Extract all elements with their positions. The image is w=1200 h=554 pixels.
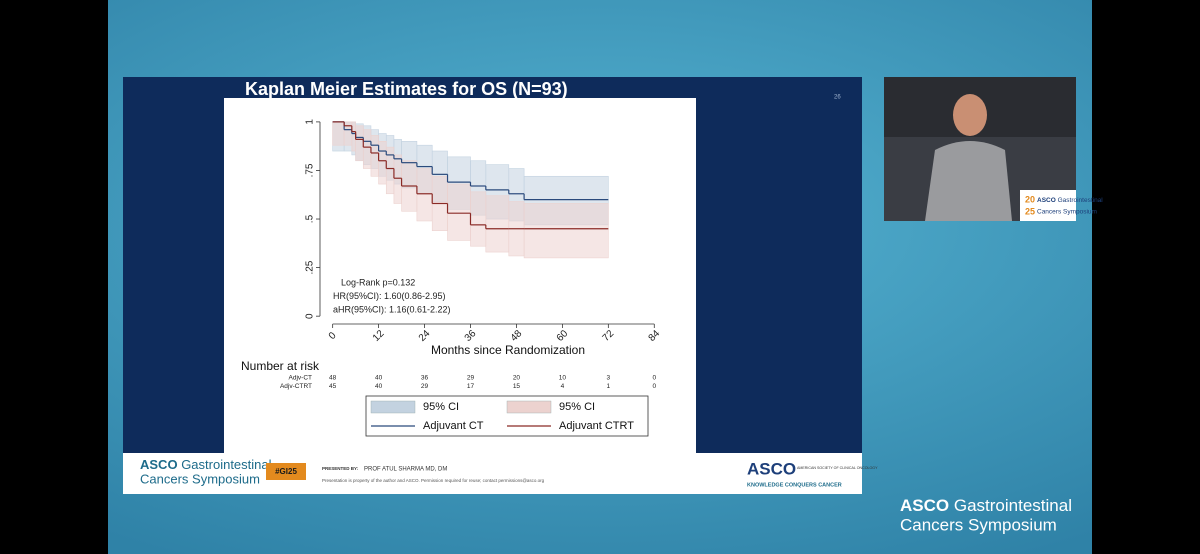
ci-band — [370, 135, 379, 177]
ci-band — [385, 146, 395, 195]
risk-row-label: Adjv-CT — [289, 375, 313, 382]
ci-band — [393, 154, 402, 204]
hashtag-box — [266, 463, 306, 480]
ci-band — [523, 203, 609, 259]
risk-count: 10 — [559, 375, 567, 382]
podium-year-top: 20 — [1025, 194, 1035, 204]
risk-count: 29 — [421, 383, 429, 390]
risk-count: 4 — [561, 383, 565, 390]
ci-band — [416, 168, 433, 222]
podium — [1020, 190, 1076, 221]
risk-count: 0 — [652, 383, 656, 390]
ci-band — [332, 121, 345, 146]
risk-count: 20 — [513, 375, 521, 382]
asco-society: AMERICAN SOCIETY OF CLINICAL ONCOLOGY — [797, 466, 878, 470]
risk-count: 3 — [607, 375, 611, 382]
slide-title: Kaplan Meier Estimates for OS (N=93) — [245, 79, 568, 99]
risk-count: 0 — [652, 375, 656, 382]
ci-band — [378, 141, 387, 185]
x-axis-title: Months since Randomization — [431, 343, 585, 357]
legend-label: Adjuvant CT — [423, 420, 484, 432]
watermark: ASCO Gastrointestinal — [900, 496, 1072, 515]
ci-band — [447, 183, 471, 241]
legend-label: 95% CI — [423, 401, 459, 413]
risk-count: 1 — [607, 383, 611, 390]
ci-band — [470, 191, 487, 247]
speaker-video: 20 25 ASCO Gastrointestinal Cancers Symp… — [884, 77, 1103, 221]
podium-brand: ASCO Gastrointestinal — [1037, 197, 1103, 204]
tagline: KNOWLEDGE CONQUERS CANCER — [747, 482, 842, 488]
speaker-head — [953, 94, 987, 136]
presenter: PROF ATUL SHARMA MD, DM — [364, 467, 447, 473]
risk-count: 29 — [467, 375, 475, 382]
y-tick-label: .75 — [305, 163, 316, 177]
ci-band — [362, 129, 372, 169]
annotation: aHR(95%CI): 1.16(0.61-2.22) — [333, 304, 451, 314]
y-tick-label: .25 — [305, 260, 316, 274]
podium-year-bottom: 25 — [1025, 206, 1035, 216]
legend-label: Adjuvant CTRT — [559, 420, 634, 432]
risk-count: 17 — [467, 383, 475, 390]
risk-count: 15 — [513, 383, 521, 390]
speaker-body — [925, 141, 1012, 221]
y-tick-label: .5 — [305, 214, 316, 223]
annotation: Log-Rank p=0.132 — [341, 277, 415, 287]
annotation: HR(95%CI): 1.60(0.86-2.95) — [333, 291, 446, 301]
notice: Presentation is property of the author a… — [322, 478, 545, 483]
legend-label: 95% CI — [559, 401, 595, 413]
footer-brand: ASCO Gastrointestinal — [140, 457, 272, 472]
risk-row-label: Adjv-CTRT — [280, 383, 312, 390]
legend-swatch — [370, 400, 416, 414]
watermark-line2: Cancers Symposium — [900, 515, 1057, 534]
ci-band — [355, 125, 364, 162]
footer-brand-line2: Cancers Symposium — [140, 471, 260, 486]
risk-table-title: Number at risk — [241, 359, 320, 373]
risk-count: 45 — [329, 383, 337, 390]
letterbox-left — [0, 0, 108, 554]
letterbox-right — [1092, 0, 1200, 554]
presented-by-label: PRESENTED BY: — [322, 466, 359, 471]
page-number: 26 — [834, 95, 841, 101]
y-tick-label: 0 — [305, 313, 316, 319]
ci-band — [485, 195, 510, 253]
y-tick-label: 1 — [305, 119, 316, 125]
podium-line2: Cancers Symposium — [1037, 209, 1097, 216]
risk-count: 48 — [329, 375, 337, 382]
risk-count: 36 — [421, 375, 429, 382]
risk-count: 40 — [375, 383, 383, 390]
risk-count: 40 — [375, 375, 383, 382]
hashtag: #GI25 — [275, 467, 297, 476]
slide-footer — [123, 453, 862, 494]
legend-swatch — [506, 400, 552, 414]
asco-logo: ASCO — [747, 459, 796, 478]
